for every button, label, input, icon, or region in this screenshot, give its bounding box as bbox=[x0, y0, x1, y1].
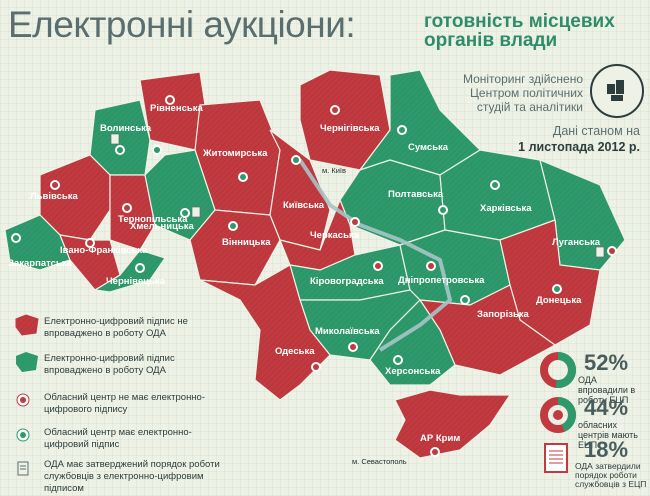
marker-no-signature bbox=[50, 180, 60, 190]
label-kharkivska: Харківська bbox=[480, 203, 532, 214]
center-stamp-logo bbox=[590, 64, 644, 118]
marker-has-signature bbox=[135, 263, 145, 273]
marker-no-signature bbox=[311, 362, 321, 372]
page-subtitle: готовність місцевих органів влади bbox=[424, 11, 615, 51]
stat-donut-oda bbox=[540, 352, 576, 388]
marker-has-signature bbox=[552, 284, 562, 294]
marker-has-signature bbox=[438, 205, 448, 215]
label-khmelnytska: Хмельницька bbox=[130, 221, 195, 232]
marker-no-signature bbox=[373, 261, 383, 271]
marker-no-signature bbox=[165, 95, 175, 105]
marker-no-signature bbox=[430, 447, 440, 457]
marker-has-signature bbox=[115, 145, 125, 155]
label-luhanska: Луганська bbox=[552, 237, 601, 248]
label-kirovohradska: Кіровоградська bbox=[310, 276, 384, 287]
label-crimea: АР Крим bbox=[420, 433, 460, 444]
label-rivnenska: Рівненська bbox=[150, 103, 203, 114]
label-kyiv-city: м. Київ bbox=[322, 166, 346, 175]
label-sevastopol: м. Севастополь bbox=[352, 457, 407, 466]
label-cherkaska: Черкаська bbox=[310, 230, 360, 241]
label-sumska: Сумська bbox=[408, 142, 449, 153]
label-ivano-frankivska: Івано-Франківська bbox=[60, 245, 148, 256]
date-label: Дані станом на bbox=[552, 124, 640, 138]
date-value: 1 листопада 2012 р. bbox=[518, 140, 640, 154]
legend-text-document: ОДА має затверджений порядок роботи служ… bbox=[44, 459, 220, 494]
region-crimea bbox=[394, 389, 512, 459]
label-zaporizka: Запорізька bbox=[477, 309, 530, 320]
legend-text-green-region: Електронно-цифровий підпис впроваджено в… bbox=[44, 353, 175, 376]
legend-text-red-region: Електронно-цифровий підпис не впроваджен… bbox=[44, 316, 188, 339]
stat-value-procedure: 18% bbox=[584, 437, 629, 462]
label-zakarpatska: Закарпатська bbox=[8, 258, 73, 269]
stat-document-icon bbox=[544, 443, 568, 473]
document-icon bbox=[17, 461, 29, 476]
monitoring-credit: Моніторинг здійснено Центром політичних … bbox=[462, 72, 583, 114]
marker-no-signature bbox=[607, 246, 617, 256]
marker-no-signature bbox=[330, 105, 340, 115]
document-icon bbox=[110, 133, 120, 145]
label-zhytomyrska: Житомирська bbox=[202, 148, 268, 159]
label-poltavska: Полтавська bbox=[388, 189, 444, 200]
marker-has-signature bbox=[460, 295, 470, 305]
stat-value-oda: 52% bbox=[584, 350, 629, 375]
legend-item-green-region bbox=[14, 350, 40, 379]
marker-has-signature bbox=[490, 180, 500, 190]
marker-has-signature bbox=[397, 125, 407, 135]
marker-has-signature bbox=[291, 155, 301, 165]
stat-text-oda: ОДА впровадили в роботу ЕЦП bbox=[578, 375, 636, 405]
label-volynska: Волинська bbox=[100, 123, 152, 134]
page-title: Електронні аукціони: bbox=[8, 4, 356, 45]
marker-has-signature bbox=[228, 221, 238, 231]
stat-value-centers: 44% bbox=[584, 395, 629, 420]
label-ternopilska: Тернопільська bbox=[118, 214, 188, 225]
marker-has-signature bbox=[152, 145, 162, 155]
marker-has-signature bbox=[238, 172, 248, 182]
label-chernivetska: Чернівецька bbox=[106, 276, 166, 287]
legend-item-red-region bbox=[14, 313, 40, 342]
document-icon bbox=[595, 246, 605, 258]
city-markers bbox=[11, 95, 617, 457]
marker-has-signature bbox=[11, 233, 21, 243]
label-khersonska: Херсонська bbox=[385, 366, 441, 377]
marker-no-signature bbox=[348, 342, 358, 352]
stat-text-procedure: ОДА затвердили порядок роботи службовців… bbox=[575, 461, 647, 489]
document-icon bbox=[191, 206, 201, 218]
label-chernihivska: Чернігівська bbox=[320, 123, 380, 134]
legend-item-green-marker bbox=[16, 428, 30, 447]
region-khersonska bbox=[369, 299, 456, 386]
approved-procedure-icons bbox=[110, 133, 605, 258]
dnipro-river bbox=[298, 158, 453, 352]
marker-no-signature bbox=[85, 238, 95, 248]
legend-text-red-marker: Обласний центр не має електронно-цифрово… bbox=[44, 392, 206, 415]
label-kyivska: Київська bbox=[283, 200, 325, 211]
legend-item-document bbox=[16, 461, 30, 482]
legend-item-red-marker bbox=[16, 393, 30, 412]
marker-no-signature bbox=[426, 261, 436, 271]
label-odeska: Одеська bbox=[275, 346, 315, 357]
marker-no-signature bbox=[350, 217, 360, 227]
marker-has-signature bbox=[393, 355, 403, 365]
stat-text-centers: обласних центрів мають ЕЦП bbox=[578, 420, 638, 450]
legend-text-green-marker: Обласний центр має електронно-цифровий п… bbox=[44, 427, 192, 450]
label-donetska: Донецька bbox=[536, 295, 582, 306]
marker-has-signature bbox=[180, 208, 190, 218]
label-lvivska: Львівська bbox=[30, 191, 78, 202]
label-dnipropetrovska: Дніпропетровська bbox=[398, 275, 485, 286]
label-mykolaivska: Миколаївська bbox=[315, 326, 380, 337]
stat-donut-centers bbox=[540, 397, 576, 433]
marker-no-signature bbox=[122, 203, 132, 213]
region-chernivetska bbox=[93, 249, 166, 293]
label-vinnytska: Вінницька bbox=[222, 237, 271, 248]
